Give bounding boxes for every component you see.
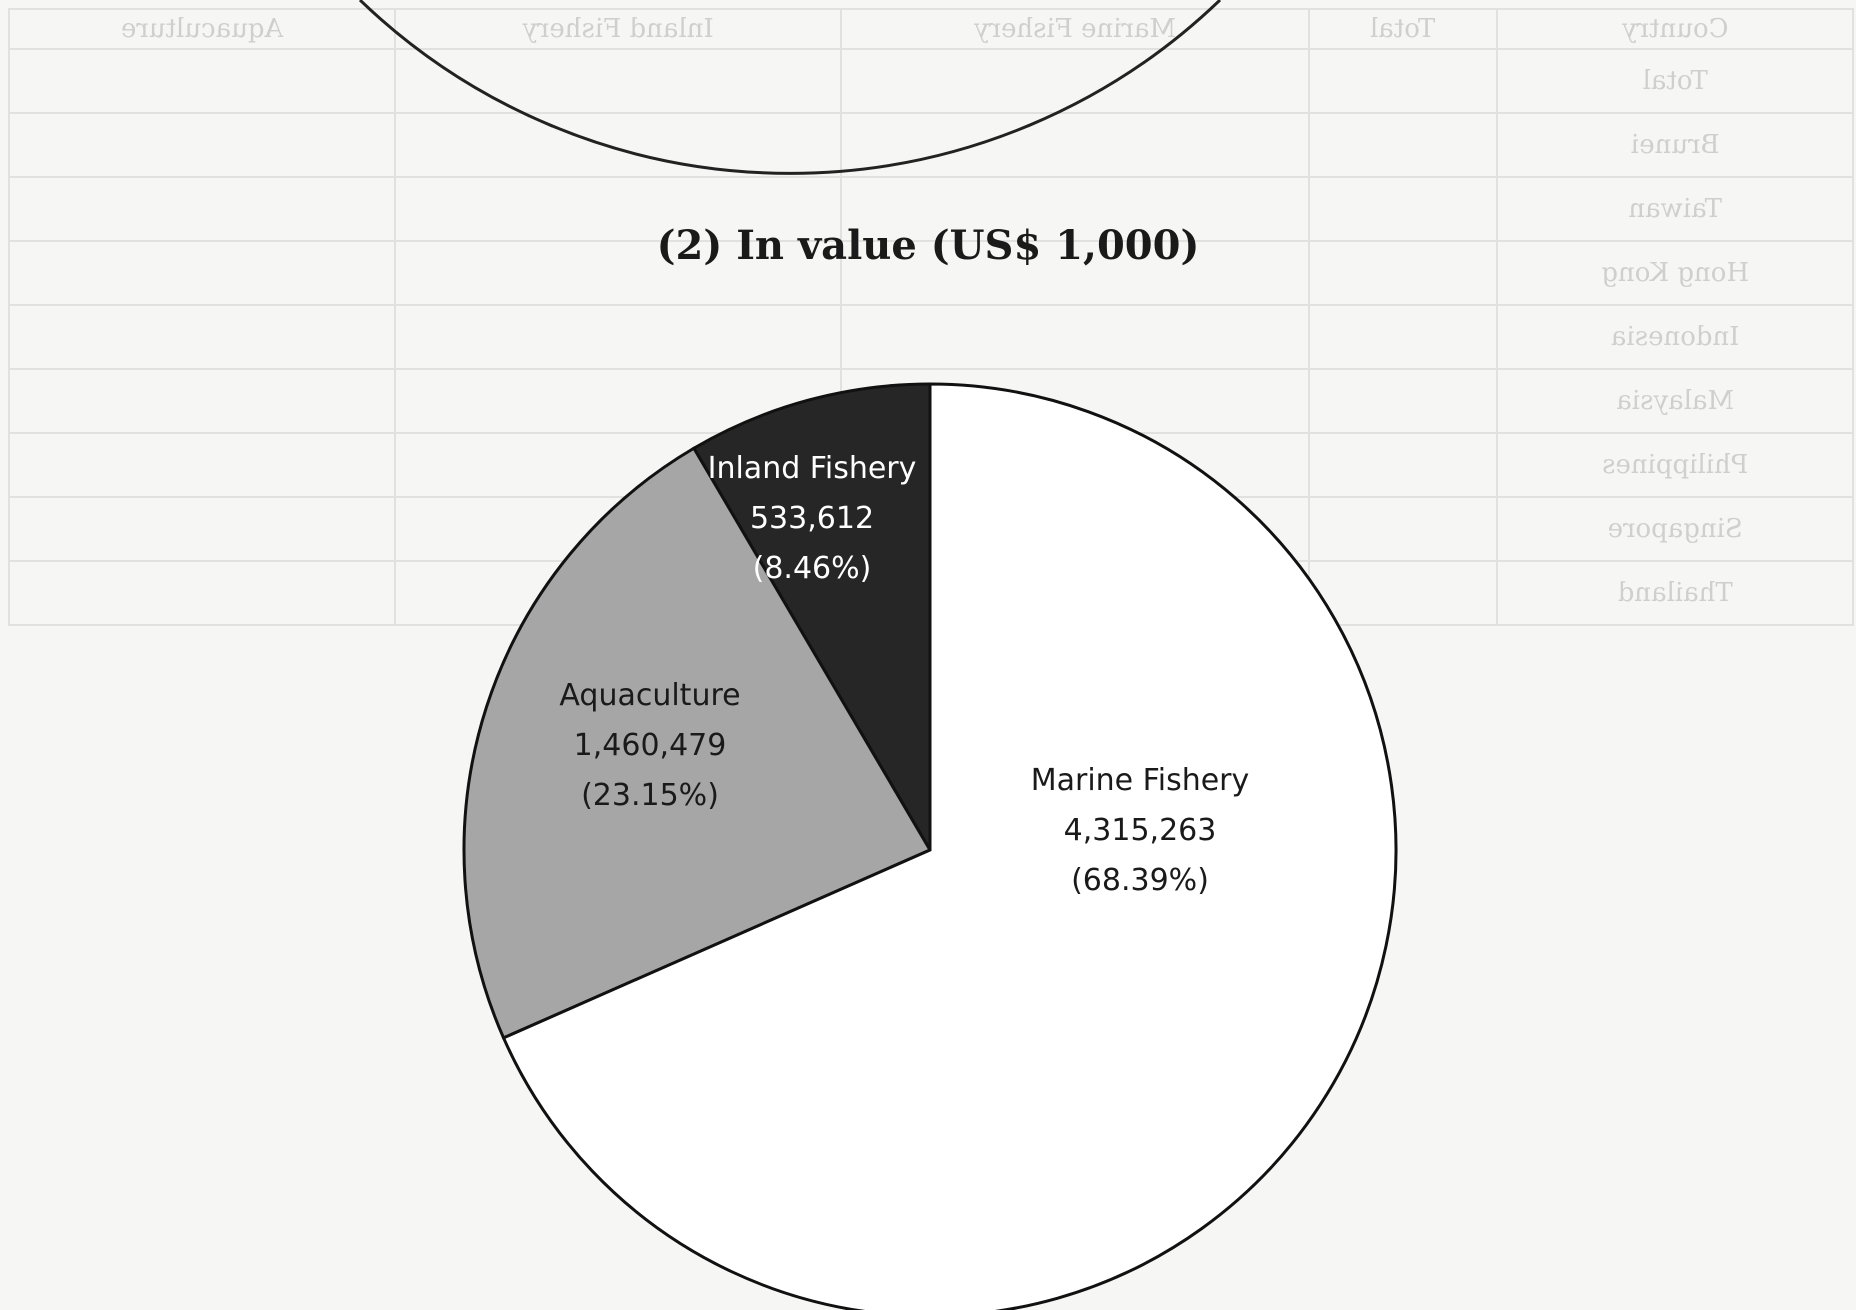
slice-percent: (8.46%) <box>753 551 872 586</box>
slice-value: 1,460,479 <box>574 728 727 763</box>
chart-title: (2) In value (US$ 1,000) <box>656 222 1200 269</box>
label-inland-fishery: Inland Fishery 533,612 (8.46%) <box>708 451 917 586</box>
previous-chart-arc <box>358 0 1222 175</box>
slice-value: 533,612 <box>750 501 874 536</box>
slice-name: Marine Fishery <box>1031 763 1250 798</box>
slice-percent: (23.15%) <box>581 778 719 813</box>
slice-marine-fishery <box>501 382 1398 1310</box>
slice-inland-fishery <box>691 382 932 856</box>
label-marine-fishery: Marine Fishery 4,315,263 (68.39%) <box>1031 763 1250 898</box>
slice-percent: (68.39%) <box>1071 863 1209 898</box>
slice-name: Aquaculture <box>559 678 740 713</box>
slice-name: Inland Fishery <box>708 451 917 486</box>
label-aquaculture: Aquaculture 1,460,479 (23.15%) <box>559 678 740 813</box>
slice-aquaculture <box>462 446 933 1040</box>
slice-value: 4,315,263 <box>1064 813 1217 848</box>
